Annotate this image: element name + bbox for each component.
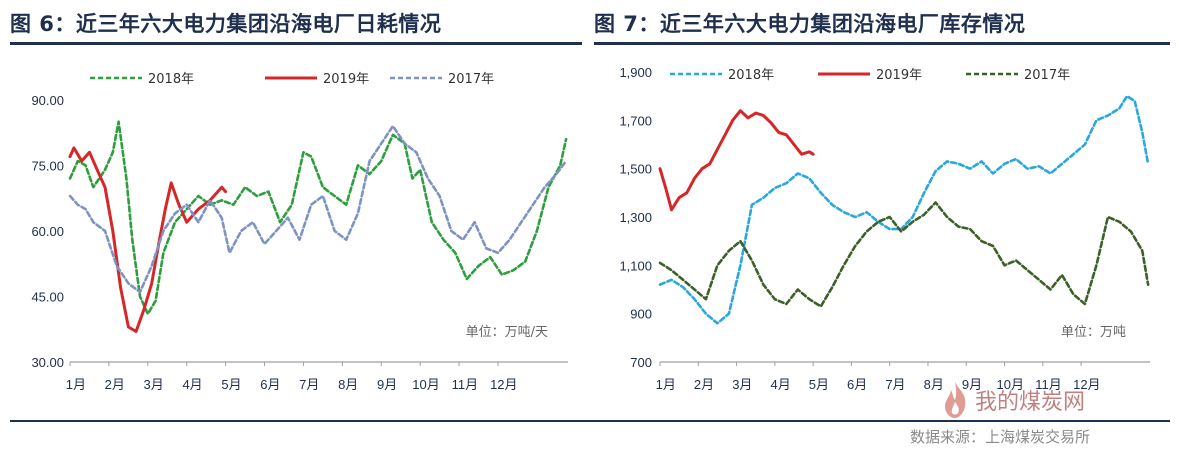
x-tick-label: 2月: [694, 377, 714, 392]
x-tick-label: 5月: [809, 377, 829, 392]
legend-label: 2019年: [323, 72, 369, 87]
x-tick-label: 12月: [490, 377, 517, 392]
x-tick-label: 10月: [412, 377, 439, 392]
watermark-text: 我的煤炭网: [975, 390, 1086, 415]
x-tick-label: 7月: [299, 377, 319, 392]
watermark: 我的煤炭网: [935, 380, 1175, 430]
x-tick-label: 9月: [962, 377, 982, 392]
y-tick-label: 90.00: [31, 93, 64, 108]
x-tick-label: 4月: [182, 377, 202, 392]
chart-inventory: 700 900 1,100 1,300 1,500 1,700 1,900 1月 2月 3月 4月 5…: [619, 65, 1150, 392]
x-tick-label: 8月: [924, 377, 944, 392]
series-line-2018年: [658, 94, 1150, 325]
x-tick-label: 11月: [1035, 377, 1062, 392]
y-tick-label: 1,100: [619, 258, 652, 273]
x-tick-label: 7月: [885, 377, 905, 392]
y-tick-label: 1,300: [619, 210, 652, 225]
x-tick-label: 8月: [338, 377, 358, 392]
legend-label: 2017年: [1024, 68, 1070, 83]
series-line-2017年: [658, 201, 1150, 308]
x-tick-label: 4月: [770, 377, 790, 392]
x-tick-label: 5月: [221, 377, 241, 392]
y-tick-label: 1,900: [619, 65, 652, 80]
series-line-2019年: [658, 109, 815, 212]
series-line-2018年: [68, 120, 568, 316]
series-line-2017年: [68, 124, 568, 294]
y-tick-label: 1,700: [619, 113, 652, 128]
footer-rule: [10, 420, 1170, 422]
x-tick-label: 6月: [260, 377, 280, 392]
x-tick-label: 10月: [997, 377, 1024, 392]
y-tick-label: 900: [630, 307, 652, 322]
series-line-2019年: [68, 146, 228, 333]
x-tick-label: 9月: [377, 377, 397, 392]
chart-2-title: 图 7：近三年六大电力集团沿海电厂库存情况: [594, 12, 1026, 36]
legend-label: 2018年: [728, 68, 774, 83]
unit-label: 单位：万吨: [1061, 325, 1126, 340]
y-tick-label: 30.00: [31, 355, 64, 370]
y-tick-label: 60.00: [31, 224, 64, 239]
x-tick-label: 1月: [66, 377, 86, 392]
flame-logo-icon: [945, 382, 966, 418]
y-tick-label: 75.00: [31, 158, 64, 173]
chart-daily-consumption: 30.00 45.00 60.00 75.00 90.00 1月 2月 3月 4月 5月 6月 7月 8…: [31, 72, 568, 392]
x-tick-label: 12月: [1073, 377, 1100, 392]
legend-label: 2019年: [876, 68, 922, 83]
legend-label: 2017年: [448, 72, 494, 87]
y-tick-label: 700: [630, 355, 652, 370]
y-tick-label: 1,500: [619, 162, 652, 177]
x-tick-label: 3月: [144, 377, 164, 392]
y-tick-label: 45.00: [31, 289, 64, 304]
legend-label: 2018年: [148, 72, 194, 87]
unit-label: 单位：万吨/天: [466, 325, 548, 340]
x-tick-label: 6月: [847, 377, 867, 392]
x-tick-label: 3月: [732, 377, 752, 392]
x-tick-label: 11月: [452, 377, 479, 392]
x-tick-label: 1月: [656, 377, 676, 392]
title-rule-left: [10, 42, 582, 45]
chart-1-title: 图 6：近三年六大电力集团沿海电厂日耗情况: [10, 12, 442, 36]
source-note: 数据来源：上海煤炭交易所: [910, 428, 1091, 446]
title-rule-right: [594, 42, 1170, 45]
x-tick-label: 2月: [105, 377, 125, 392]
